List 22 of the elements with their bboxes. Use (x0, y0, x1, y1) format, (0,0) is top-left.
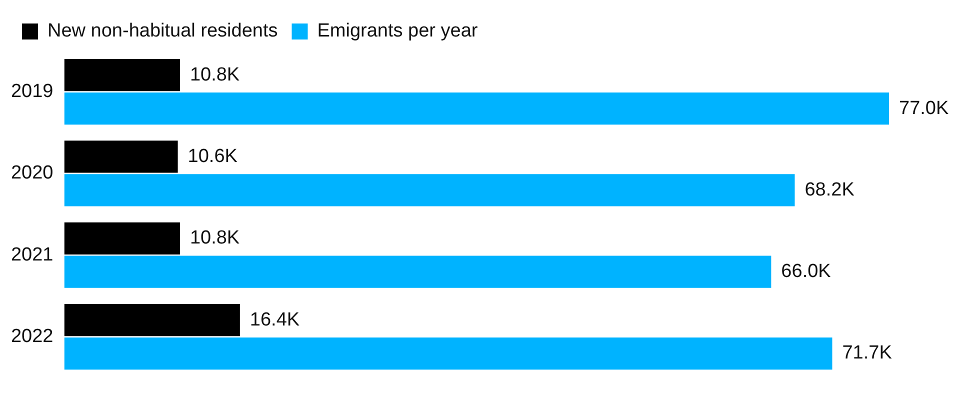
data-label: 77.0K (899, 98, 949, 119)
bar (64, 140, 178, 173)
y-tick-label: 2020 (10, 162, 54, 184)
bar (64, 256, 772, 288)
data-label: 66.0K (781, 261, 832, 282)
y-tick-label: 2022 (10, 326, 54, 348)
data-label: 10.8K (190, 228, 240, 249)
data-label: 10.6K (188, 146, 238, 167)
data-label: 16.4K (250, 309, 300, 330)
bar (64, 304, 240, 336)
data-label: 68.2K (804, 179, 855, 200)
bar (64, 92, 889, 125)
data-label: 71.7K (842, 342, 892, 364)
legend-label: Emigrants per year (317, 20, 478, 42)
y-tick-label: 2019 (10, 81, 54, 102)
bar (64, 337, 832, 370)
bar (64, 59, 180, 92)
bar (64, 222, 180, 254)
y-tick-label: 2021 (10, 244, 54, 266)
legend-label: New non-habitual residents (48, 20, 278, 42)
bar (64, 174, 795, 206)
data-label: 10.8K (190, 64, 240, 86)
